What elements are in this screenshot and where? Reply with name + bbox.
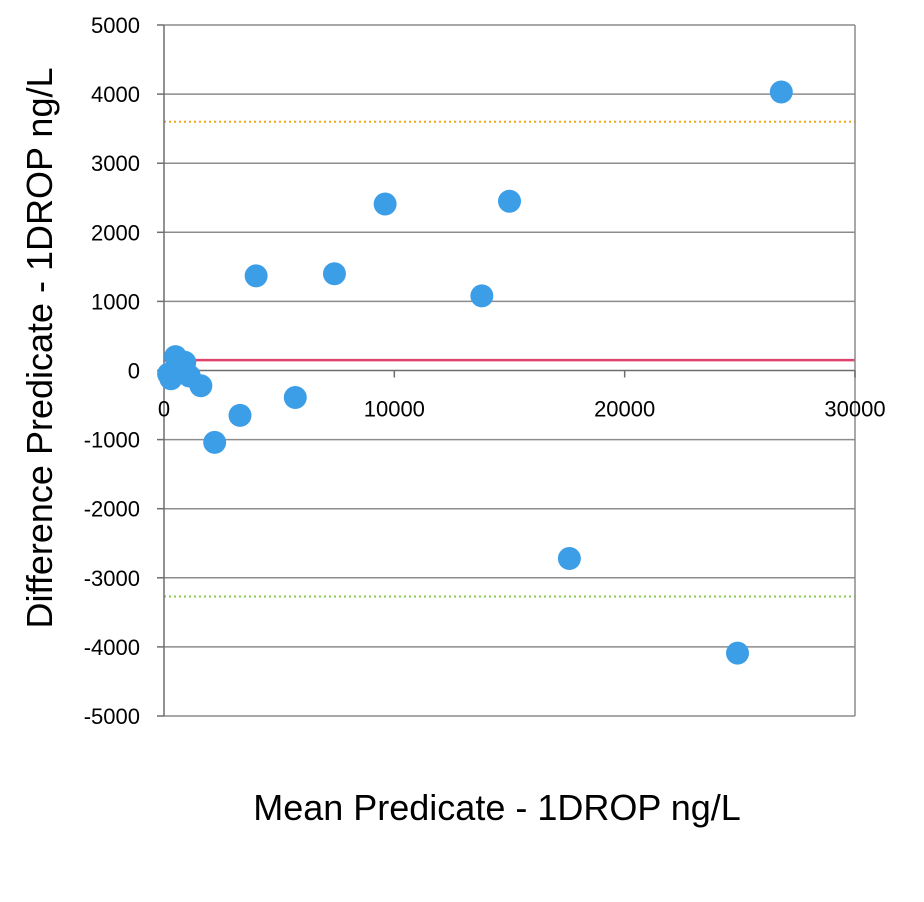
- gridlines: [164, 24, 855, 717]
- x-tick-label: 30000: [824, 397, 885, 422]
- x-tick-labels: 0 10000 20000 30000: [158, 397, 886, 422]
- data-point: [159, 367, 183, 391]
- reference-lines: [164, 120, 855, 598]
- data-point: [283, 385, 307, 409]
- data-point: [322, 262, 346, 286]
- y-tick-label: -2000: [84, 497, 140, 522]
- data-point: [498, 189, 521, 213]
- x-tick-label: 10000: [364, 397, 425, 422]
- data-point: [244, 264, 268, 288]
- y-tick-label: 1000: [91, 289, 140, 314]
- data-point: [373, 192, 397, 216]
- y-tick-label: 2000: [91, 220, 140, 245]
- y-tick-label: -3000: [84, 566, 140, 591]
- y-tick-labels: -5000 -4000 -3000 -2000 -1000 0 1000 2000 3000 40…: [84, 13, 140, 729]
- data-point: [203, 430, 227, 454]
- y-tick-label: -4000: [84, 635, 140, 660]
- x-axis-title: Mean Predicate - 1DROP ng/L: [253, 787, 741, 828]
- data-point: [470, 284, 494, 308]
- data-point: [726, 641, 750, 665]
- y-tick-label: 3000: [91, 151, 140, 176]
- x-tick-label: 0: [158, 397, 170, 422]
- data-point: [769, 80, 793, 104]
- y-tick-label: 0: [128, 359, 140, 384]
- data-point: [228, 403, 252, 427]
- data-point: [557, 546, 581, 570]
- y-tick-label: -5000: [84, 704, 140, 729]
- y-axis-title: Difference Predicate - 1DROP ng/L: [19, 68, 60, 629]
- y-tick-label: 5000: [91, 13, 140, 38]
- x-tick-label: 20000: [594, 397, 655, 422]
- y-tick-label: -1000: [84, 428, 140, 453]
- y-tick-label: 4000: [91, 82, 140, 107]
- data-points: [157, 80, 793, 665]
- data-point: [189, 374, 213, 398]
